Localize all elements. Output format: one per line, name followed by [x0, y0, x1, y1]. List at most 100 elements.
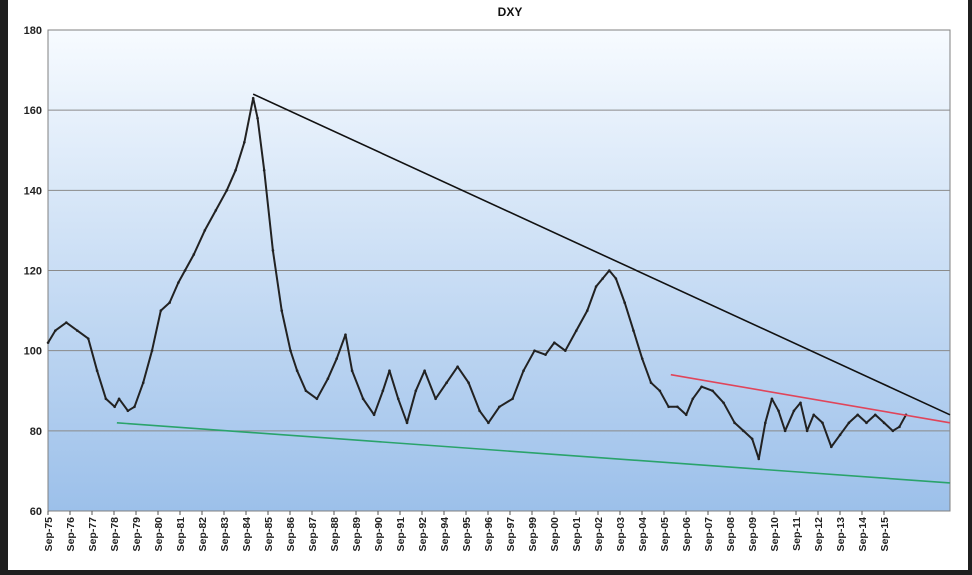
- x-tick-label: Sep-12: [813, 517, 825, 552]
- data-point: [434, 397, 437, 401]
- series-line-0: [47, 97, 907, 460]
- data-point: [792, 409, 796, 413]
- data-point: [214, 209, 218, 212]
- x-tick-label: Sep-75: [43, 517, 55, 552]
- data-point: [632, 329, 635, 332]
- x-tick-label: Sep-78: [109, 517, 121, 552]
- data-point: [711, 389, 714, 393]
- data-point: [847, 421, 851, 425]
- data-point: [159, 309, 163, 312]
- data-point: [243, 140, 246, 144]
- data-point: [640, 357, 644, 360]
- data-point: [104, 397, 108, 401]
- data-point: [649, 381, 653, 385]
- data-point: [133, 405, 136, 409]
- data-point: [405, 421, 409, 425]
- x-tick-label: Sep-05: [659, 517, 671, 552]
- data-point: [234, 168, 237, 172]
- data-point: [251, 96, 255, 100]
- x-tick-label: Sep-82: [197, 517, 209, 552]
- data-point: [280, 309, 284, 312]
- data-point: [764, 421, 767, 425]
- data-point: [742, 429, 745, 433]
- data-point: [445, 381, 448, 385]
- data-point: [838, 433, 842, 437]
- data-point: [86, 337, 90, 340]
- x-tick-label: Sep-86: [285, 517, 297, 552]
- x-tick-label: Sep-96: [483, 517, 495, 552]
- data-point: [623, 301, 626, 304]
- data-point: [676, 405, 679, 409]
- data-point: [168, 301, 171, 304]
- data-point: [757, 457, 761, 461]
- data-point: [456, 365, 459, 369]
- x-tick-label: Sep-76: [65, 517, 77, 552]
- data-point: [117, 397, 121, 401]
- data-point: [381, 389, 385, 393]
- x-tick-label: Sep-91: [395, 517, 407, 552]
- data-point: [467, 381, 470, 385]
- x-tick-label: Sep-84: [241, 517, 253, 552]
- y-tick-label: 60: [30, 506, 42, 518]
- x-tick-label: Sep-01: [571, 517, 583, 552]
- x-tick-label: Sep-85: [263, 517, 275, 552]
- x-axis: Sep-75 Sep-76 Sep-77 Sep-78 Sep-79 Sep-80 Sep-…: [43, 511, 891, 551]
- data-point: [141, 381, 145, 385]
- data-point: [304, 389, 308, 393]
- data-point: [544, 353, 547, 356]
- data-point: [607, 269, 611, 272]
- data-point: [898, 425, 901, 429]
- data-point: [256, 116, 259, 120]
- x-tick-label: Sep-92: [417, 517, 429, 552]
- x-tick-label: Sep-89: [351, 517, 363, 552]
- y-tick-label: 160: [24, 105, 42, 117]
- data-point: [553, 341, 556, 344]
- data-point: [271, 249, 275, 252]
- data-point: [335, 357, 338, 360]
- data-point: [770, 397, 774, 401]
- data-point: [799, 401, 802, 405]
- x-tick-label: Sep-99: [527, 517, 539, 552]
- y-tick-label: 120: [24, 266, 42, 278]
- data-point: [372, 413, 376, 417]
- x-tick-label: Sep-90: [373, 517, 385, 552]
- data-point: [76, 329, 79, 332]
- x-tick-label: Sep-14: [857, 517, 869, 552]
- data-point: [594, 285, 598, 288]
- data-point: [691, 397, 695, 401]
- data-point: [805, 429, 809, 433]
- x-tick-label: Sep-94: [439, 517, 451, 552]
- y-axis: 60 80 100 120 140 160 180: [24, 25, 42, 518]
- data-point: [829, 445, 833, 449]
- data-point: [126, 409, 130, 413]
- chart-title: DXY: [498, 5, 523, 19]
- data-point: [183, 269, 187, 272]
- x-tick-label: Sep-97: [505, 517, 517, 552]
- x-tick-label: Sep-88: [329, 517, 341, 552]
- data-point: [733, 421, 736, 425]
- data-point: [667, 405, 670, 409]
- x-tick-label: Sep-07: [703, 517, 715, 552]
- trendline-1: [670, 373, 951, 424]
- data-point: [95, 369, 99, 373]
- data-point: [722, 401, 725, 405]
- data-point: [350, 369, 354, 373]
- data-point: [856, 413, 859, 417]
- data-point: [262, 168, 266, 172]
- data-point: [361, 397, 365, 401]
- data-point: [46, 341, 50, 344]
- data-point: [225, 189, 229, 192]
- data-point: [750, 437, 754, 441]
- trendline-2: [116, 422, 951, 484]
- data-point: [812, 413, 816, 417]
- data-point: [873, 413, 877, 417]
- data-point: [533, 349, 536, 352]
- data-point: [388, 369, 391, 373]
- x-tick-label: Sep-13: [835, 517, 847, 552]
- data-point: [700, 385, 703, 389]
- x-tick-label: Sep-04: [637, 517, 649, 552]
- data-point: [865, 421, 868, 425]
- data-point: [777, 409, 780, 413]
- data-point: [203, 229, 207, 232]
